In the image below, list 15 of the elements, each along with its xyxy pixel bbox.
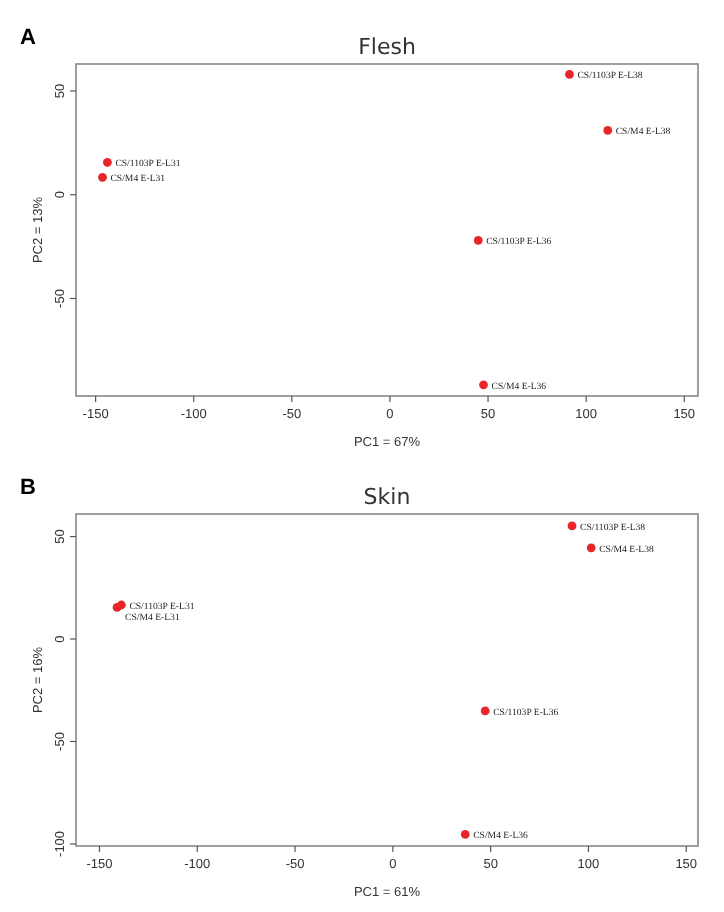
point	[480, 706, 490, 716]
point	[565, 69, 574, 79]
point	[460, 829, 470, 839]
text: B	[20, 476, 36, 500]
point	[98, 172, 107, 182]
point	[102, 157, 112, 167]
chart-title: Skin	[363, 484, 411, 510]
point	[567, 521, 577, 531]
point	[479, 380, 488, 390]
chart-title: Flesh	[358, 34, 416, 60]
point	[603, 126, 613, 135]
text: A	[20, 26, 36, 50]
point	[112, 603, 122, 612]
point	[473, 235, 483, 245]
point	[586, 543, 596, 553]
